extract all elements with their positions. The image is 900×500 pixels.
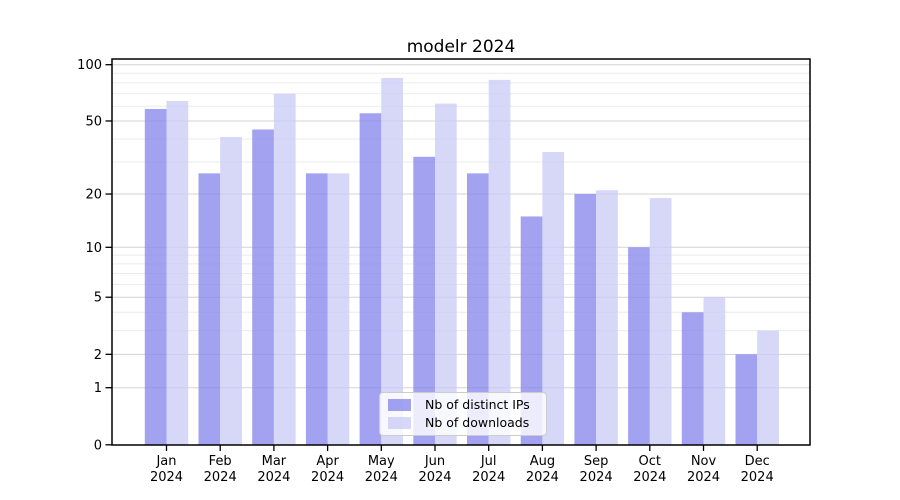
legend-label-downloads: Nb of downloads: [425, 415, 530, 430]
bar-nov-distinct-ips: [681, 312, 704, 445]
bar-oct-distinct-ips: [628, 247, 650, 445]
tick-marks: [105, 64, 758, 451]
x-axis-labels: Jan 2024 Feb 2024 Mar 2024 Apr 2024 May 2024 Jun 20…: [150, 454, 774, 485]
legend-swatch-distinct-ips: [388, 399, 411, 412]
x-tick-label: Aug 2024: [526, 454, 559, 485]
x-tick-label: Oct 2024: [633, 454, 666, 485]
bar-sep-downloads: [596, 190, 618, 445]
bar-dec-downloads: [757, 330, 779, 445]
bar-feb-downloads: [220, 136, 242, 446]
bar-feb-distinct-ips: [198, 173, 221, 446]
y-tick-label: 50: [85, 114, 102, 129]
bars: [144, 77, 779, 446]
y-tick-label: 10: [85, 241, 102, 256]
bar-jul-distinct-ips: [467, 173, 489, 446]
x-tick-label: May 2024: [365, 454, 398, 485]
bar-mar-downloads: [273, 93, 296, 446]
bar-jan-downloads: [166, 100, 189, 445]
x-tick-label: Mar 2024: [257, 454, 290, 485]
y-tick-label: 5: [94, 291, 102, 306]
x-tick-label: Sep 2024: [580, 454, 613, 485]
x-tick-label: Jul 2024: [472, 454, 505, 485]
bar-apr-distinct-ips: [305, 173, 328, 446]
bar-nov-downloads: [703, 297, 726, 445]
y-tick-label: 100: [77, 58, 102, 73]
plot-frame: [111, 58, 811, 446]
x-tick-label: Nov 2024: [687, 454, 720, 485]
y-tick-label: 2: [94, 348, 102, 363]
legend-entry-distinct-ips: Nb of distinct IPs: [386, 398, 540, 412]
legend-swatch-downloads: [388, 416, 411, 429]
bar-may-downloads: [381, 77, 403, 446]
bar-apr-downloads: [327, 173, 350, 446]
y-axis-labels: 0 1 2 5 10 20 50 100: [77, 58, 102, 453]
bar-aug-distinct-ips: [520, 216, 543, 445]
bar-oct-downloads: [649, 198, 672, 445]
x-tick-label: Feb 2024: [204, 454, 237, 485]
legend: Nb of distinct IPs Nb of downloads: [379, 392, 547, 436]
bar-jul-downloads: [488, 79, 511, 445]
chart-title: modelr 2024: [407, 37, 516, 57]
legend-label-distinct-ips: Nb of distinct IPs: [425, 397, 530, 413]
bar-dec-distinct-ips: [735, 354, 758, 445]
bar-aug-downloads: [542, 151, 565, 445]
bar-mar-distinct-ips: [252, 129, 274, 446]
bar-jun-distinct-ips: [413, 156, 435, 445]
bar-may-distinct-ips: [359, 113, 382, 445]
x-tick-label: Dec 2024: [741, 454, 774, 485]
x-tick-label: Jun 2024: [418, 454, 451, 485]
x-tick-label: Jan 2024: [150, 454, 183, 485]
legend-entry-downloads: Nb of downloads: [386, 416, 540, 430]
bar-jan-distinct-ips: [144, 108, 167, 446]
x-tick-label: Apr 2024: [311, 454, 344, 485]
y-tick-label: 0: [94, 438, 102, 453]
y-tick-label: 1: [94, 381, 102, 396]
bar-sep-distinct-ips: [574, 194, 597, 445]
bar-jun-downloads: [435, 103, 457, 446]
y-tick-label: 20: [85, 188, 102, 203]
